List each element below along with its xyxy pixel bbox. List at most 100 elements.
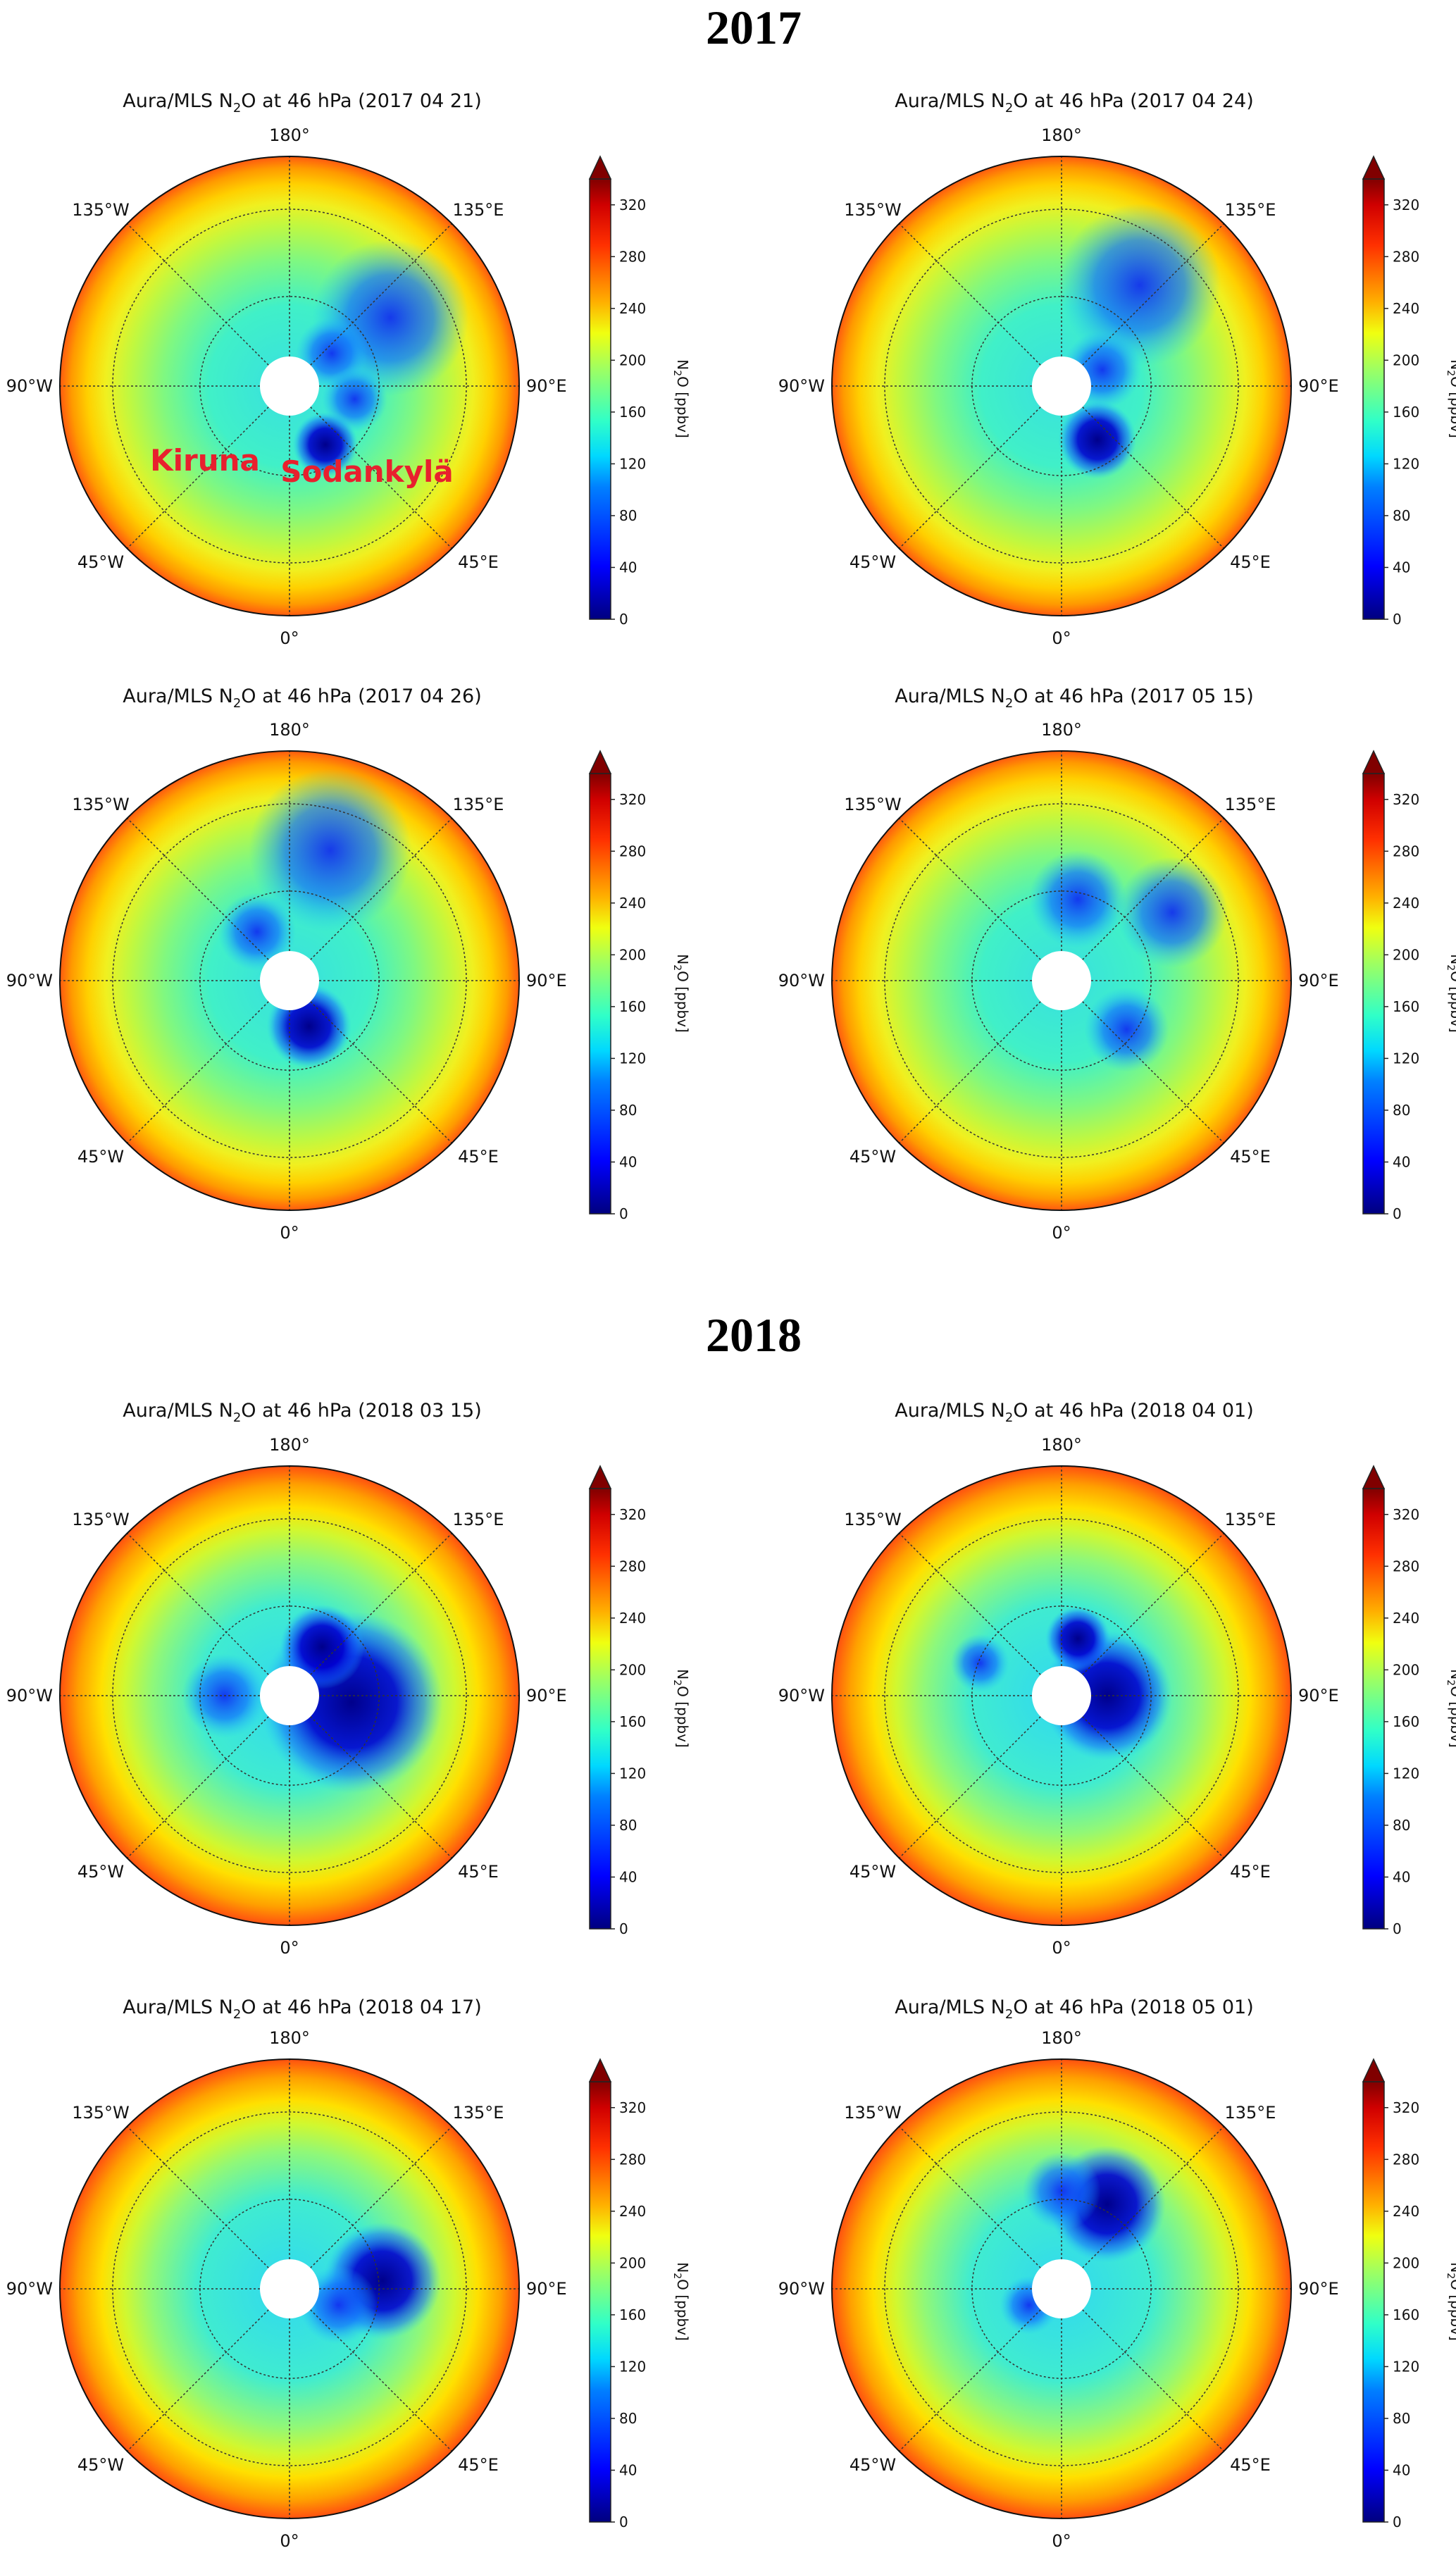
low-n2o-region [1028, 850, 1127, 948]
longitude-label: 135°E [453, 2103, 504, 2123]
colorbar-scale [1362, 773, 1385, 1215]
colorbar-tick-label: 80 [1393, 2410, 1410, 2427]
latitude-circle [112, 209, 467, 564]
meridian-line [898, 817, 1041, 960]
longitude-label: 135°W [844, 2103, 902, 2123]
colorbar: 0 40 80 120 160 200 240 280 320 N2O [ppbv] [1362, 2058, 1456, 2530]
longitude-label: 180° [269, 125, 310, 145]
low-n2o-region [322, 366, 387, 432]
colorbar-tick-label: 0 [619, 1920, 628, 1937]
colorbar-tick-label: 280 [619, 248, 646, 265]
longitude-label: 180° [1041, 125, 1082, 145]
colorbar-tick-label: 240 [619, 2203, 646, 2220]
meridian-line [898, 1532, 1041, 1675]
colorbar-tick-label: 160 [1393, 404, 1419, 421]
longitude-label: 90°E [1298, 2279, 1339, 2299]
pole-hole [260, 951, 319, 1010]
longitude-label: 135°W [72, 200, 130, 220]
colorbar-tick-label: 200 [1393, 1661, 1419, 1678]
meridian-line [310, 2309, 453, 2452]
colorbar-tick-label: 40 [619, 2461, 637, 2478]
colorbar-tick-label: 0 [619, 2514, 628, 2530]
panel-title: Aura/MLS N2O at 46 hPa (2017 04 21) [123, 90, 482, 116]
latitude-circle [884, 1518, 1239, 1873]
meridian-line [310, 1001, 453, 1144]
latitude-circle [112, 803, 467, 1158]
pole-hole [1032, 356, 1091, 416]
colorbar-tick-label: 120 [619, 1050, 646, 1067]
colorbar-tick-label: 160 [619, 404, 646, 421]
meridian-line [898, 2309, 1041, 2452]
longitude-label: 180° [1041, 2028, 1082, 2048]
colorbar-tick-label: 120 [619, 455, 646, 472]
colorbar-tick-label: 200 [1393, 352, 1419, 368]
longitude-label: 90°W [6, 376, 53, 396]
colorbar-tick-label: 80 [1393, 1102, 1410, 1119]
longitude-label: 90°W [778, 376, 825, 396]
panel-date: (2017 05 15) [1130, 685, 1254, 707]
longitude-label: 90°W [778, 2279, 825, 2299]
longitude-label: 180° [1041, 720, 1082, 740]
colorbar: 0 40 80 120 160 200 240 280 320 N2O [ppbv] [588, 1465, 691, 1937]
low-n2o-region [950, 1634, 1010, 1693]
meridian-line [898, 1001, 1041, 1144]
meridian-line [310, 1532, 453, 1675]
map-boundary [59, 1465, 520, 1926]
longitude-label: 45°E [1230, 1862, 1271, 1882]
map-panel: Aura/MLS N2O at 46 hPa (2018 05 01) 180° 1… [778, 1996, 1456, 2551]
meridian-line [1082, 817, 1225, 960]
pole-hole [1032, 1666, 1091, 1725]
meridian-line [1082, 2125, 1225, 2268]
longitude-label: 90°E [1298, 971, 1339, 990]
panel-date: (2017 04 24) [1130, 90, 1254, 112]
colorbar-scale [589, 2081, 611, 2523]
longitude-label: 45°W [77, 1147, 124, 1167]
longitude-label: 90°E [526, 971, 567, 990]
meridian-line [310, 223, 453, 366]
meridian-line [898, 223, 1041, 366]
low-n2o-region [1058, 400, 1137, 479]
colorbar-tick-label: 120 [1393, 455, 1419, 472]
low-n2o-region [1116, 857, 1228, 968]
colorbar-tick-label: 240 [1393, 1610, 1419, 1627]
low-n2o-region [218, 893, 297, 971]
year-heading-2017: 2017 [706, 1, 802, 54]
latitude-circle [884, 209, 1239, 564]
colorbar-extend-arrow [1362, 750, 1386, 774]
longitude-label: 0° [1052, 1223, 1071, 1243]
panel-title: Aura/MLS N2O at 46 hPa (2018 04 01) [895, 1400, 1254, 1425]
map-boundary [831, 2058, 1292, 2519]
colorbar-label: N2O [ppbv] [1445, 954, 1456, 1033]
longitude-label: 45°E [458, 1147, 499, 1167]
colorbar-scale [1362, 2081, 1385, 2523]
colorbar-tick-label: 120 [1393, 1765, 1419, 1782]
colorbar-label: N2O [ppbv] [1445, 359, 1456, 438]
colorbar-tick-label: 280 [1393, 2151, 1419, 2168]
longitude-label: 135°E [453, 1510, 504, 1529]
colorbar-tick-label: 40 [1393, 2461, 1410, 2478]
map-panel: Aura/MLS N2O at 46 hPa (2018 03 15) 180° 1… [6, 1400, 691, 1958]
colorbar-tick-label: 120 [1393, 1050, 1419, 1067]
meridian-line [126, 2309, 269, 2452]
longitude-label: 45°W [850, 1147, 896, 1167]
station-label-kiruna: Kiruna [150, 443, 260, 478]
colorbar-label: N2O [ppbv] [671, 1669, 691, 1748]
colorbar-tick-label: 320 [619, 2099, 646, 2116]
meridian-line [1082, 1001, 1225, 1144]
colorbar-tick-label: 280 [619, 843, 646, 859]
meridian-line [126, 1716, 269, 1859]
meridian-line [126, 817, 269, 960]
colorbar-label: N2O [ppbv] [671, 2262, 691, 2341]
longitude-label: 90°E [1298, 1686, 1339, 1706]
colorbar-tick-label: 40 [1393, 559, 1410, 576]
longitude-label: 135°W [72, 1510, 130, 1529]
meridian-line [898, 406, 1041, 549]
longitude-label: 0° [280, 1938, 299, 1958]
colorbar: 0 40 80 120 160 200 240 280 320 N2O [ppbv] [1362, 155, 1456, 628]
colorbar: 0 40 80 120 160 200 240 280 320 N2O [ppbv] [588, 2058, 691, 2530]
longitude-label: 0° [280, 628, 299, 648]
colorbar-extend-arrow [1362, 155, 1386, 180]
longitude-label: 135°E [1225, 795, 1276, 814]
map-panel: Aura/MLS N2O at 46 hPa (2017 04 26) 180° 1… [6, 685, 691, 1243]
